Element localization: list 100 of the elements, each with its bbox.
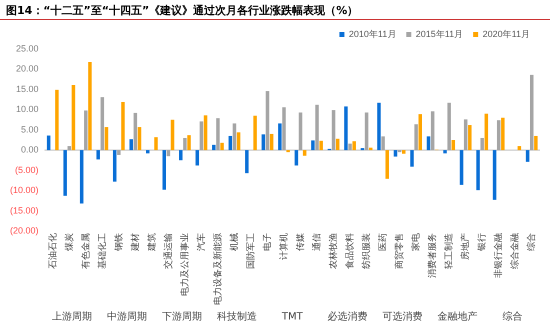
- text: 下游周期: [162, 310, 202, 323]
- bar: [426, 136, 430, 150]
- bar: [278, 123, 282, 150]
- bar: [96, 150, 100, 160]
- x-tick-label: 基础化工: [96, 233, 107, 269]
- bar: [146, 150, 150, 154]
- bar: [368, 148, 372, 150]
- text: 必选消费: [327, 310, 368, 323]
- bar: [170, 120, 174, 150]
- y-tick-label: (20.00): [10, 225, 39, 236]
- x-tick-label: 电力设备及新能源: [212, 233, 222, 305]
- bar: [216, 118, 220, 150]
- bar: [204, 115, 208, 150]
- legend-label: 2020年11月: [482, 28, 530, 39]
- bar: [220, 142, 224, 150]
- bar: [468, 125, 472, 150]
- bar: [84, 110, 88, 150]
- y-tick-label: 5.00: [20, 124, 39, 134]
- y-tick-label: (10.00): [10, 185, 39, 196]
- text: 科技制造: [217, 310, 258, 323]
- text: 中游周期: [107, 310, 148, 323]
- text: 可选消费: [382, 310, 422, 323]
- x-tick-label: 农林牧渔: [328, 233, 338, 269]
- bar: [364, 112, 368, 150]
- y-tick-label: (15.00): [10, 205, 39, 216]
- bar: [245, 150, 249, 174]
- bar: [162, 150, 166, 190]
- bar: [262, 134, 266, 150]
- bar: [183, 138, 187, 150]
- x-tick-label: 纺织服装: [361, 233, 372, 269]
- bar: [492, 150, 496, 200]
- bar: [298, 112, 302, 150]
- x-tick-label: 传媒: [295, 233, 305, 251]
- x-tick-label: 建筑: [146, 233, 156, 252]
- bar: [447, 102, 451, 150]
- x-tick-label: 建材: [130, 233, 140, 252]
- x-tick-label: 通信: [312, 233, 322, 251]
- bar: [534, 136, 538, 150]
- x-tick-label: 综合: [526, 233, 536, 251]
- bar: [196, 150, 200, 166]
- bar: [352, 141, 356, 150]
- bar: [63, 150, 67, 196]
- y-tick-label: 0.00: [20, 144, 39, 155]
- bar: [72, 84, 76, 150]
- x-tick-label: 电力及公用事业: [179, 233, 190, 296]
- x-tick-label: 钢铁: [113, 233, 124, 252]
- bar: [414, 124, 418, 150]
- y-tick-label: (5.00): [15, 164, 39, 175]
- text: TMT: [280, 312, 304, 323]
- bar: [480, 138, 484, 150]
- x-tick-label: 商贸零售: [394, 233, 404, 269]
- x-tick-label: 电子: [262, 233, 272, 251]
- bar: [166, 150, 170, 156]
- bar: [484, 114, 488, 150]
- bar: [526, 150, 530, 162]
- x-tick-label: 计算机: [278, 233, 288, 260]
- text: 综合: [502, 310, 522, 323]
- chart-title: 图14：“十二五”至“十四五”《建议》通过次月各行业涨跌幅表现（%）: [0, 0, 550, 20]
- bar: [410, 150, 414, 167]
- bar: [319, 140, 323, 150]
- bar: [332, 110, 336, 150]
- bar: [381, 136, 385, 150]
- bar: [418, 114, 422, 150]
- bar: [443, 150, 447, 154]
- x-tick-label: 医药: [378, 233, 388, 251]
- x-tick-label: 消费者服务: [427, 233, 438, 278]
- bar: [336, 138, 340, 150]
- bar: [80, 150, 84, 204]
- bar: [232, 123, 236, 150]
- x-tick-label: 交通运输: [162, 233, 173, 269]
- bar: [266, 91, 270, 150]
- bar: [104, 127, 108, 150]
- x-tick-label: 家电: [410, 233, 421, 251]
- text: 上游周期: [52, 310, 92, 323]
- bar: [430, 111, 434, 150]
- y-tick-label: 20.00: [16, 64, 39, 74]
- x-tick-label: 石油石化: [47, 233, 58, 269]
- bar: [402, 150, 406, 154]
- y-tick-label: 25.00: [16, 43, 39, 54]
- bar: [452, 140, 456, 150]
- bar: [394, 150, 398, 157]
- text: 金融地产: [437, 310, 478, 323]
- x-tick-label: 非银行金融: [493, 233, 504, 278]
- bar: [377, 102, 381, 150]
- bar: [187, 135, 191, 150]
- bar: [344, 106, 348, 150]
- bar: [302, 150, 306, 156]
- bar: [138, 127, 142, 150]
- bar: [228, 136, 232, 150]
- bar: [100, 97, 104, 150]
- bar: [68, 146, 72, 150]
- bar: [294, 150, 298, 166]
- x-tick-label: 银行: [476, 233, 487, 252]
- y-tick-label: 15.00: [16, 84, 39, 94]
- x-tick-label: 有色金属: [80, 233, 90, 269]
- bar: [270, 134, 274, 150]
- bar: [46, 136, 50, 150]
- x-tick-label: 机械: [228, 233, 239, 251]
- bar: [212, 144, 216, 150]
- x-tick-label: 煤炭: [64, 233, 74, 251]
